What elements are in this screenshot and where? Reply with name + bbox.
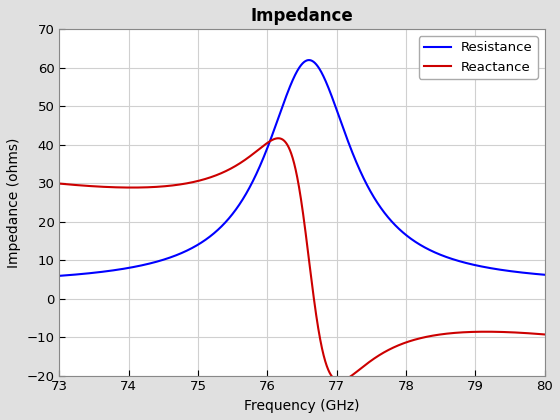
Reactance bbox=[263, 141, 270, 146]
Reactance bbox=[242, 157, 249, 162]
Resistance bbox=[242, 192, 249, 197]
Y-axis label: Impedance (ohms): Impedance (ohms) bbox=[7, 137, 21, 268]
Resistance bbox=[542, 272, 548, 277]
Reactance bbox=[542, 332, 548, 337]
Reactance bbox=[275, 136, 282, 141]
Line: Reactance: Reactance bbox=[59, 138, 545, 381]
Reactance bbox=[480, 329, 487, 334]
Reactance bbox=[56, 181, 63, 186]
X-axis label: Frequency (GHz): Frequency (GHz) bbox=[244, 399, 360, 413]
Reactance bbox=[337, 378, 343, 383]
Title: Impedance: Impedance bbox=[251, 7, 353, 25]
Resistance bbox=[532, 271, 539, 276]
Resistance bbox=[306, 58, 312, 63]
Reactance bbox=[111, 185, 118, 190]
Line: Resistance: Resistance bbox=[59, 60, 545, 276]
Resistance bbox=[480, 264, 487, 269]
Resistance bbox=[111, 268, 118, 273]
Reactance bbox=[532, 331, 539, 336]
Resistance bbox=[263, 147, 270, 152]
Reactance bbox=[140, 185, 147, 190]
Resistance bbox=[56, 273, 63, 278]
Legend: Resistance, Reactance: Resistance, Reactance bbox=[419, 36, 538, 79]
Resistance bbox=[140, 262, 147, 268]
